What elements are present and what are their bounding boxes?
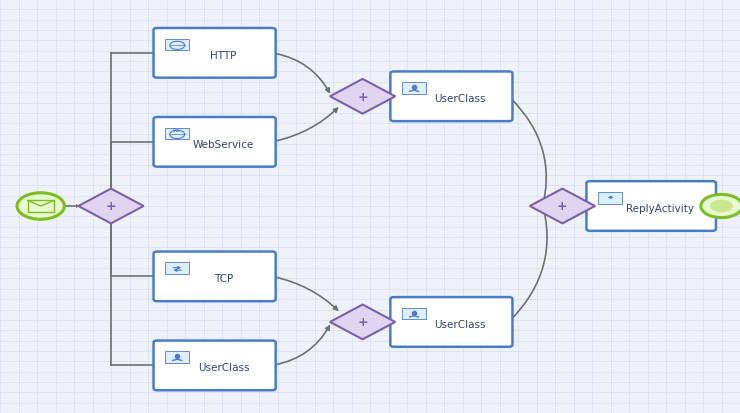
Text: +: +	[357, 316, 368, 329]
Polygon shape	[78, 189, 144, 224]
FancyBboxPatch shape	[391, 72, 513, 122]
Circle shape	[701, 195, 740, 218]
Text: +: +	[357, 90, 368, 104]
Text: +: +	[106, 200, 116, 213]
FancyBboxPatch shape	[598, 192, 622, 204]
FancyBboxPatch shape	[166, 40, 189, 51]
Polygon shape	[330, 80, 395, 114]
FancyBboxPatch shape	[154, 29, 275, 78]
Text: TCP: TCP	[214, 274, 233, 284]
Text: +: +	[557, 200, 568, 213]
FancyBboxPatch shape	[586, 182, 716, 231]
FancyBboxPatch shape	[166, 351, 189, 363]
FancyBboxPatch shape	[154, 341, 275, 390]
Text: WebService: WebService	[193, 140, 254, 150]
FancyBboxPatch shape	[403, 83, 426, 95]
Circle shape	[17, 193, 64, 220]
FancyBboxPatch shape	[403, 308, 426, 320]
FancyBboxPatch shape	[166, 263, 189, 274]
Circle shape	[710, 200, 733, 213]
Text: HTTP: HTTP	[210, 51, 237, 61]
FancyBboxPatch shape	[166, 128, 189, 140]
Polygon shape	[530, 189, 595, 224]
Text: UserClass: UserClass	[434, 319, 486, 329]
FancyBboxPatch shape	[154, 252, 275, 301]
FancyBboxPatch shape	[391, 297, 513, 347]
Text: WS: WS	[173, 128, 181, 133]
Text: UserClass: UserClass	[198, 363, 249, 373]
Text: ReplyActivity: ReplyActivity	[626, 204, 694, 214]
Polygon shape	[330, 305, 395, 339]
Text: UserClass: UserClass	[434, 94, 486, 104]
FancyBboxPatch shape	[154, 118, 275, 167]
